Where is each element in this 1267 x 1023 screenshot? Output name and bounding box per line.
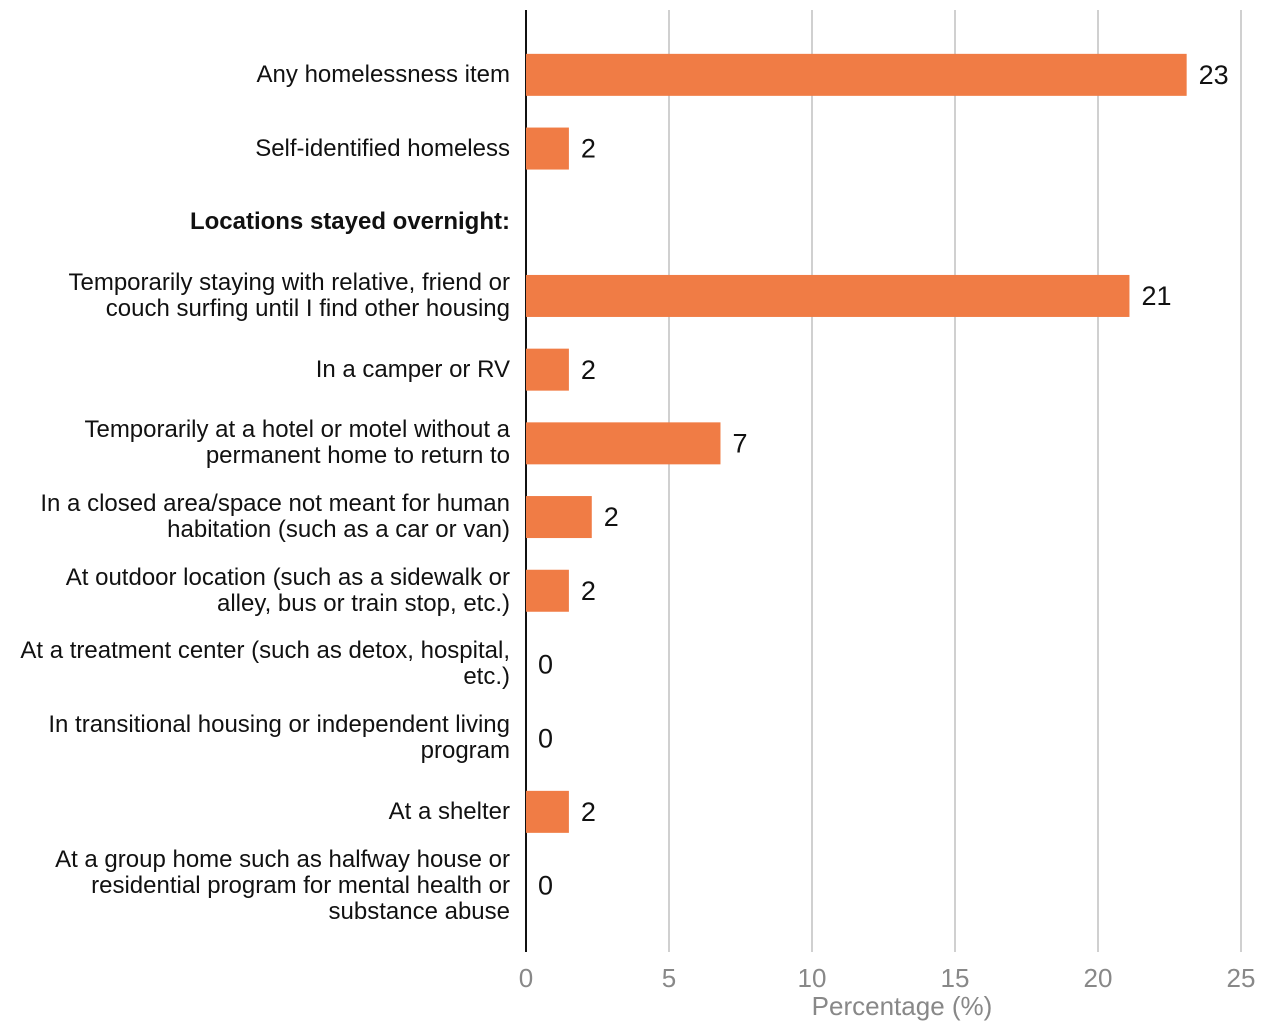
- x-tick-label: 15: [941, 963, 970, 993]
- category-label: At a group home such as halfway house or…: [55, 845, 510, 925]
- category-label: Self-identified homeless: [255, 134, 510, 162]
- section-label: Locations stayed overnight:: [189, 208, 510, 236]
- data-label: 2: [581, 576, 596, 606]
- category-label: In a camper or RV: [315, 355, 510, 383]
- category-label: Temporarily at a hotel or motel without …: [84, 416, 510, 470]
- data-label: 0: [538, 723, 553, 753]
- bar: [526, 274, 1130, 317]
- data-label: 2: [604, 502, 619, 532]
- bar: [526, 422, 721, 465]
- data-label: 23: [1199, 60, 1229, 90]
- bar: [526, 348, 569, 391]
- data-label: 0: [538, 871, 553, 901]
- bar: [526, 53, 1187, 96]
- category-label: Temporarily staying with relative, frien…: [68, 268, 510, 322]
- bar: [526, 790, 569, 833]
- category-label: At outdoor location (such as a sidewalk …: [65, 563, 510, 617]
- category-label: In transitional housing or independent l…: [48, 711, 510, 765]
- category-label: In a closed area/space not meant for hum…: [40, 490, 510, 544]
- data-label: 21: [1141, 281, 1171, 311]
- x-tick-label: 25: [1227, 963, 1256, 993]
- data-label: 2: [581, 797, 596, 827]
- data-label: 2: [581, 355, 596, 385]
- category-label: At a shelter: [388, 797, 510, 825]
- data-label: 7: [732, 428, 747, 458]
- x-tick-label: 10: [798, 963, 827, 993]
- x-tick-label: 20: [1084, 963, 1113, 993]
- bar: [526, 496, 592, 539]
- data-label: 2: [581, 134, 596, 164]
- bar: [526, 127, 569, 170]
- x-tick-label: 0: [519, 963, 533, 993]
- data-label: 0: [538, 650, 553, 680]
- x-tick-label: 5: [662, 963, 676, 993]
- bar: [526, 569, 569, 612]
- category-label: At a treatment center (such as detox, ho…: [20, 637, 510, 691]
- category-label: Any homelessness item: [256, 60, 510, 88]
- x-axis-label: Percentage (%): [812, 991, 993, 1021]
